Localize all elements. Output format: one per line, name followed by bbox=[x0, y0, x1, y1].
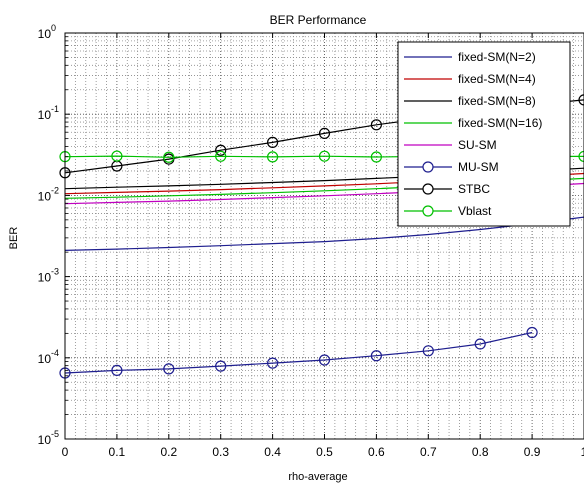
legend-entry: fixed-SM(N=4) bbox=[404, 72, 536, 86]
x-tick-label: 0.2 bbox=[160, 445, 177, 459]
legend-label: fixed-SM(N=2) bbox=[458, 50, 536, 64]
data-point bbox=[318, 150, 331, 162]
legend-label: fixed-SM(N=4) bbox=[458, 72, 536, 86]
data-point bbox=[215, 144, 227, 156]
y-axis-label: BER bbox=[8, 227, 20, 250]
chart-title: BER Performance bbox=[270, 13, 367, 27]
legend-entry: Vblast bbox=[404, 204, 492, 218]
y-tick-base: 10 bbox=[38, 433, 52, 447]
data-point bbox=[578, 94, 584, 106]
y-tick-label: 10 -4 bbox=[38, 348, 59, 366]
data-point bbox=[111, 150, 123, 162]
data-point bbox=[370, 119, 382, 131]
data-point bbox=[163, 363, 175, 375]
legend-label: STBC bbox=[458, 182, 490, 196]
y-tick-base: 10 bbox=[38, 108, 52, 122]
data-point bbox=[267, 357, 279, 369]
x-tick-labels: 0 0.1 0.2 0.3 0.4 0.5 0.6 0.7 0.8 0.9 1 bbox=[62, 445, 584, 459]
y-tick-base: 10 bbox=[38, 189, 52, 203]
x-tick-label: 0.9 bbox=[524, 445, 541, 459]
y-tick-base: 10 bbox=[38, 271, 52, 285]
data-point bbox=[267, 151, 279, 163]
y-tick-base: 10 bbox=[38, 352, 52, 366]
data-point bbox=[370, 151, 382, 163]
tick-marks bbox=[64, 32, 584, 440]
x-tick-label: 1 bbox=[581, 445, 584, 459]
data-point bbox=[318, 127, 331, 140]
y-tick-label: 10 -2 bbox=[38, 185, 59, 203]
series-line bbox=[64, 331, 533, 374]
legend-label: fixed-SM(N=16) bbox=[458, 116, 542, 130]
legend-label: fixed-SM(N=8) bbox=[458, 94, 536, 108]
x-tick-label: 0.1 bbox=[109, 445, 126, 459]
data-point bbox=[215, 150, 227, 162]
x-axis-label: rho-average bbox=[288, 471, 347, 483]
x-tick-label: 0.6 bbox=[368, 445, 385, 459]
x-tick-label: 0.7 bbox=[420, 445, 437, 459]
legend-entry: fixed-SM(N=16) bbox=[404, 116, 542, 130]
y-tick-exponent: -3 bbox=[51, 267, 59, 277]
legend-entry: fixed-SM(N=2) bbox=[404, 50, 536, 64]
x-tick-label: 0.3 bbox=[212, 445, 229, 459]
y-tick-base: 10 bbox=[38, 27, 52, 41]
data-point bbox=[578, 150, 584, 163]
legend-marker bbox=[422, 205, 434, 217]
data-point bbox=[163, 151, 175, 163]
y-tick-label: 10 -3 bbox=[38, 267, 59, 285]
series-MU-SM bbox=[59, 326, 538, 379]
y-tick-exponent: 0 bbox=[51, 23, 56, 33]
legend-label: Vblast bbox=[458, 204, 492, 218]
data-point bbox=[267, 136, 279, 148]
legend-label: SU-SM bbox=[458, 138, 497, 152]
x-tick-label: 0.5 bbox=[316, 445, 333, 459]
x-tick-label: 0.4 bbox=[264, 445, 281, 459]
x-tick-label: 0 bbox=[62, 445, 69, 459]
data-point bbox=[474, 338, 486, 350]
legend: fixed-SM(N=2) fixed-SM(N=4) fixed-SM(N=8) f… bbox=[397, 41, 571, 227]
y-tick-exponent: -2 bbox=[51, 185, 59, 195]
y-tick-label: 10 0 bbox=[38, 23, 56, 41]
y-tick-exponent: -4 bbox=[51, 348, 59, 358]
legend-entry: STBC bbox=[404, 182, 490, 196]
legend-marker bbox=[422, 161, 434, 173]
legend-label: MU-SM bbox=[458, 160, 499, 174]
legend-box bbox=[397, 41, 571, 227]
y-tick-exponent: -1 bbox=[51, 104, 59, 114]
y-tick-exponent: -5 bbox=[51, 429, 59, 439]
y-tick-label: 10 -5 bbox=[38, 429, 59, 447]
legend-entry: SU-SM bbox=[404, 138, 497, 152]
data-point bbox=[422, 345, 434, 357]
data-point bbox=[318, 354, 331, 366]
data-point bbox=[370, 350, 382, 362]
data-point bbox=[215, 360, 227, 372]
series-fixed-SM(N=2) bbox=[64, 216, 584, 251]
legend-marker bbox=[422, 183, 434, 195]
x-tick-label: 0.8 bbox=[472, 445, 489, 459]
y-tick-label: 10 -1 bbox=[38, 104, 59, 122]
series-line bbox=[64, 216, 584, 251]
legend-entry: fixed-SM(N=8) bbox=[404, 94, 536, 108]
data-point bbox=[526, 326, 538, 339]
legend-entry: MU-SM bbox=[404, 160, 499, 174]
data-point bbox=[111, 364, 123, 376]
